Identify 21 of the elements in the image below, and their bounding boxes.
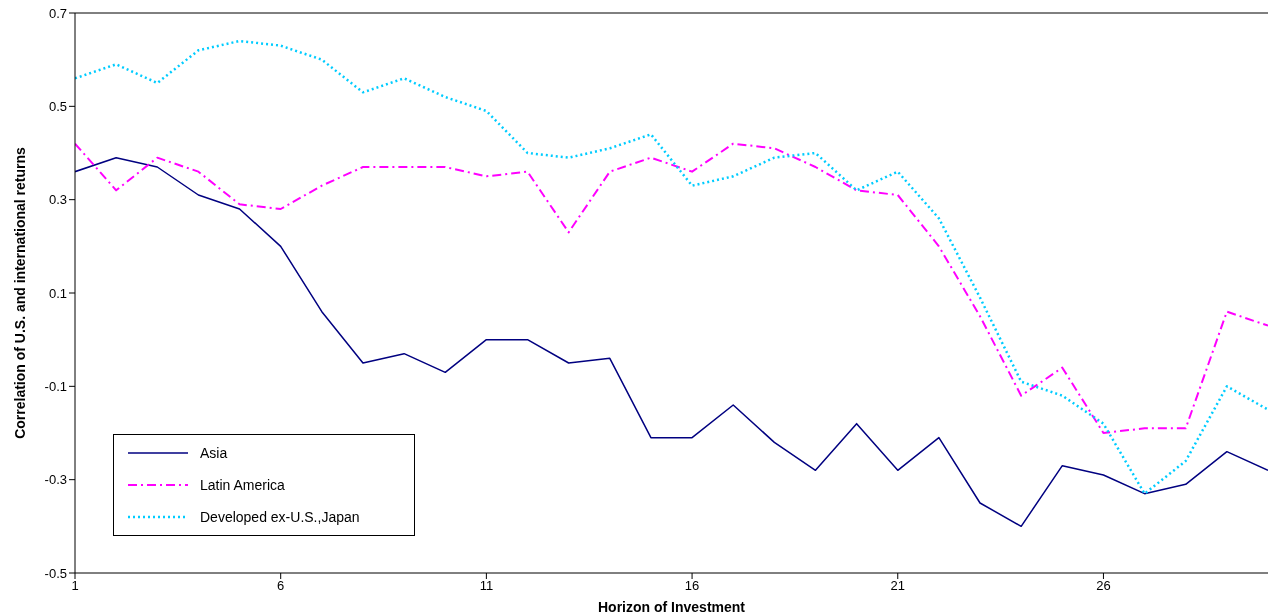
y-tick-label: 0.1 bbox=[48, 285, 67, 301]
x-tick-label: 6 bbox=[277, 578, 285, 594]
y-tick-label: 0.3 bbox=[48, 192, 67, 208]
legend-label: Asia bbox=[200, 445, 228, 461]
y-tick-label: 0.5 bbox=[48, 98, 67, 114]
y-tick-label: -0.5 bbox=[44, 565, 67, 581]
x-tick-label: 1 bbox=[71, 578, 79, 594]
legend-label: Developed ex-U.S.,Japan bbox=[200, 509, 360, 525]
x-tick-label: 26 bbox=[1096, 578, 1111, 594]
x-tick-label: 21 bbox=[890, 578, 905, 594]
x-tick-label: 11 bbox=[479, 578, 494, 594]
x-tick-label: 16 bbox=[684, 578, 700, 594]
y-tick-label: 0.7 bbox=[48, 5, 67, 21]
x-axis-title: Horizon of Investment bbox=[597, 599, 746, 612]
legend-label: Latin America bbox=[200, 477, 285, 493]
y-tick-label: -0.1 bbox=[44, 378, 67, 394]
y-tick-label: -0.3 bbox=[44, 472, 67, 488]
line-series bbox=[75, 142, 1268, 434]
y-axis-title: Correlation of U.S. and international returns bbox=[11, 146, 28, 439]
line-series bbox=[75, 39, 1268, 495]
line-series bbox=[75, 156, 1268, 528]
